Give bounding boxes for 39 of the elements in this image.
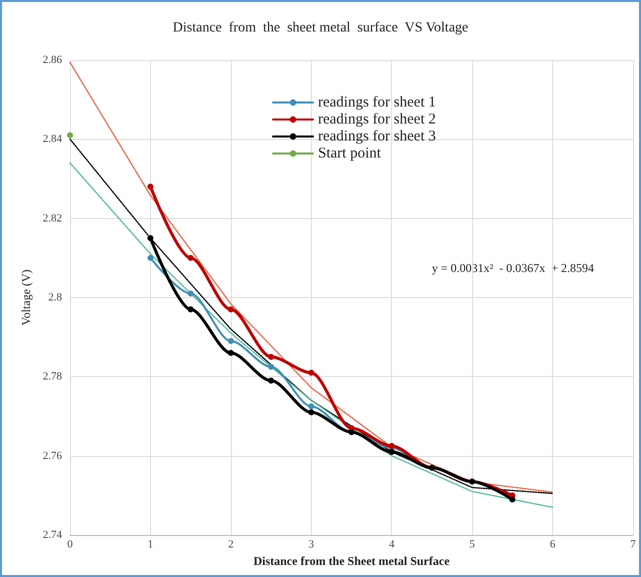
point xyxy=(147,235,154,242)
x-tick-label: 6 xyxy=(550,538,556,550)
x-axis-title: Distance from the Sheet metal Surface xyxy=(253,554,450,568)
x-tick-label: 2 xyxy=(228,538,234,550)
y-tick-label: 2.74 xyxy=(42,529,62,541)
point xyxy=(147,184,154,190)
legend-label: readings for sheet 1 xyxy=(318,94,436,110)
line-series xyxy=(69,62,554,493)
x-tick-label: 3 xyxy=(308,538,315,550)
point xyxy=(188,290,194,297)
point xyxy=(228,338,234,344)
chart-title: Distance from the sheet metal surface VS Voltage xyxy=(172,20,468,36)
point xyxy=(228,306,234,312)
y-tick-label: 2.84 xyxy=(42,133,62,146)
point xyxy=(228,350,234,356)
legend-label: readings for sheet 3 xyxy=(318,128,436,144)
y-tick-label: 2.82 xyxy=(42,212,62,224)
y-tick-label: 2.76 xyxy=(42,450,62,462)
x-tick-label: 7 xyxy=(630,538,636,550)
x-tick-label: 5 xyxy=(469,538,476,550)
x-tick-label: 0 xyxy=(67,538,74,550)
point xyxy=(308,403,314,410)
y-tick-label: 2.78 xyxy=(42,370,62,383)
y-axis-title: Voltage (V) xyxy=(18,269,33,326)
point xyxy=(147,254,154,261)
point xyxy=(188,306,194,312)
point xyxy=(308,409,314,416)
point xyxy=(268,364,274,370)
point xyxy=(308,370,314,376)
point xyxy=(268,378,274,384)
y-tick-label: 2.8 xyxy=(48,292,62,304)
point xyxy=(188,254,194,261)
point xyxy=(388,448,395,455)
y-tick-label: 2.86 xyxy=(42,54,62,66)
x-tick-label: 1 xyxy=(148,538,154,550)
point xyxy=(268,354,274,360)
x-tick-label: 4 xyxy=(388,538,395,550)
legend-label: Start point xyxy=(318,146,382,162)
legend-label: readings for sheet 2 xyxy=(318,112,436,128)
